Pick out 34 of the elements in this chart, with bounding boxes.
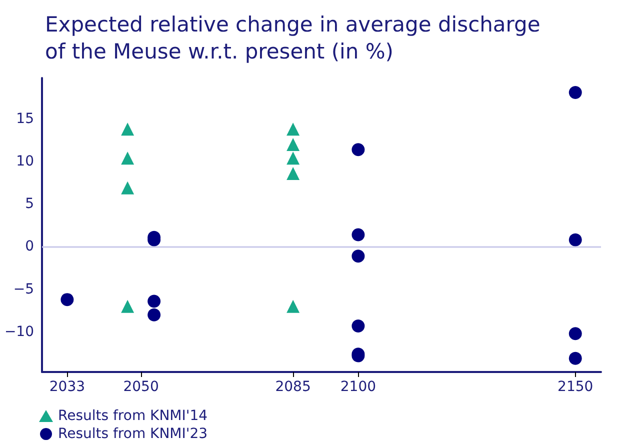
point: [568, 327, 582, 340]
y-tick-label: 5: [25, 196, 34, 212]
legend-label: Results from KNMI'23: [58, 426, 208, 442]
point: [121, 181, 134, 194]
point: [568, 233, 582, 246]
point: [352, 250, 365, 263]
point: [286, 138, 300, 151]
point: [121, 152, 134, 165]
point: [286, 300, 300, 313]
point: [121, 122, 134, 136]
point: [148, 294, 161, 308]
point: [568, 86, 582, 99]
point: [60, 293, 74, 306]
y-tick-label: −10: [4, 324, 34, 340]
point: [352, 228, 365, 242]
point: [121, 300, 134, 313]
point: [352, 319, 365, 332]
y-tick-label: 15: [16, 110, 34, 127]
x-tick-label: 2085: [275, 379, 311, 395]
x-tick-label: 2050: [123, 379, 159, 395]
point: [286, 152, 300, 165]
x-tick-label: 2033: [49, 379, 86, 395]
y-tick-label: −5: [13, 281, 34, 298]
x-tick-label: 2150: [558, 379, 594, 395]
point: [352, 143, 365, 156]
chart-title: Expected relative change in average discharge of the Meuse w.r.t. present (in %): [45, 12, 547, 64]
legend-label: Results from KNMI'14: [58, 408, 208, 424]
point: [148, 308, 161, 322]
point: [286, 122, 300, 136]
point: [286, 166, 300, 180]
y-tick-label: 10: [16, 154, 34, 170]
y-tick-label: 0: [25, 238, 34, 255]
point: [568, 352, 582, 365]
x-tick-label: 2100: [340, 379, 376, 395]
